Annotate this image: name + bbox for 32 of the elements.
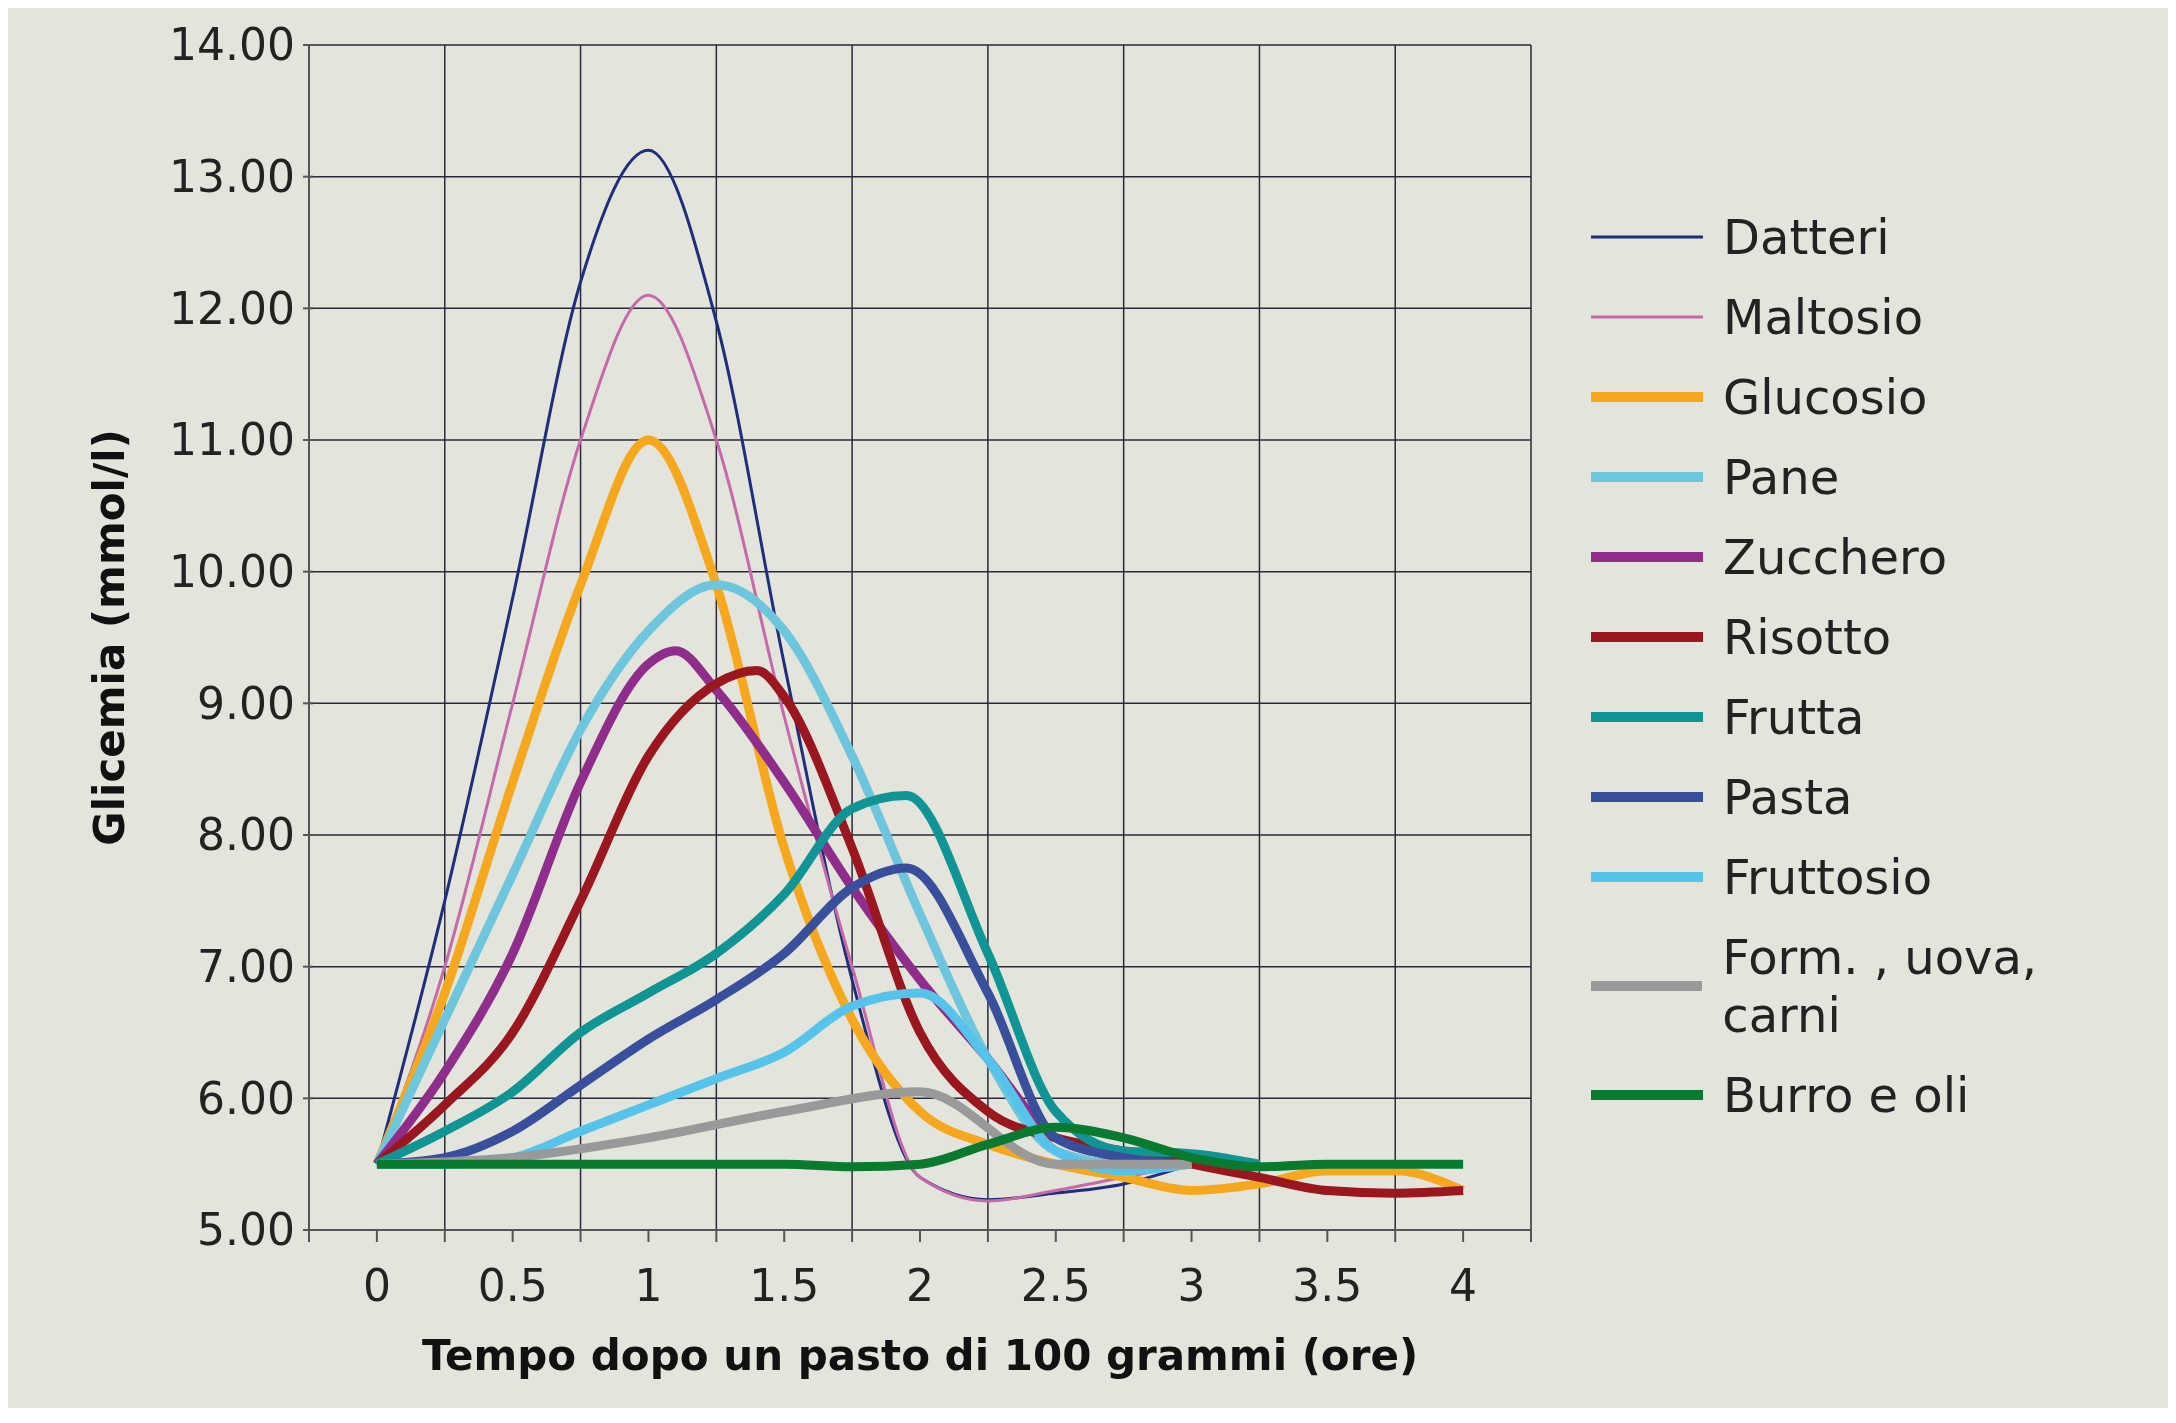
x-tick-label: 0.5 — [477, 1260, 548, 1312]
legend-label: Maltosio — [1723, 288, 1924, 346]
x-tick-label: 2.5 — [1020, 1260, 1091, 1312]
y-tick-label: 8.00 — [197, 809, 295, 861]
legend-label: Pasta — [1723, 768, 1853, 826]
legend-label: Datteri — [1723, 208, 1890, 266]
x-tick-label: 3 — [1177, 1260, 1206, 1312]
x-tick-label: 4 — [1449, 1260, 1478, 1312]
y-tick-label: 11.00 — [169, 414, 295, 466]
y-axis-title: Glicemia (mmol/l) — [84, 429, 134, 846]
legend-label: Form. , uova, carni — [1722, 928, 2039, 1044]
legend-label: Risotto — [1723, 608, 1892, 666]
y-tick-label: 12.00 — [169, 282, 295, 334]
y-tick-label: 13.00 — [169, 151, 295, 203]
legend-label: Glucosio — [1723, 368, 1928, 426]
legend-label: Zucchero — [1723, 528, 1948, 586]
x-tick-label: 2 — [906, 1260, 934, 1312]
x-tick-label: 1.5 — [749, 1260, 820, 1312]
y-tick-label: 14.00 — [169, 19, 295, 71]
y-tick-label: 9.00 — [197, 677, 295, 729]
y-tick-label: 10.00 — [169, 546, 295, 598]
legend-label: Frutta — [1723, 688, 1865, 746]
y-tick-label: 5.00 — [197, 1204, 295, 1256]
legend-label: Fruttosio — [1723, 848, 1932, 906]
legend-label: Burro e oli — [1723, 1066, 1970, 1124]
x-tick-label: 3.5 — [1292, 1260, 1363, 1312]
legend-label: Pane — [1723, 448, 1840, 506]
y-tick-label: 6.00 — [197, 1072, 295, 1124]
y-tick-label: 7.00 — [197, 941, 295, 993]
x-axis-title: Tempo dopo un pasto di 100 grammi (ore) — [421, 1331, 1419, 1380]
x-tick-label: 0 — [362, 1260, 391, 1312]
x-tick-label: 1 — [634, 1260, 663, 1312]
